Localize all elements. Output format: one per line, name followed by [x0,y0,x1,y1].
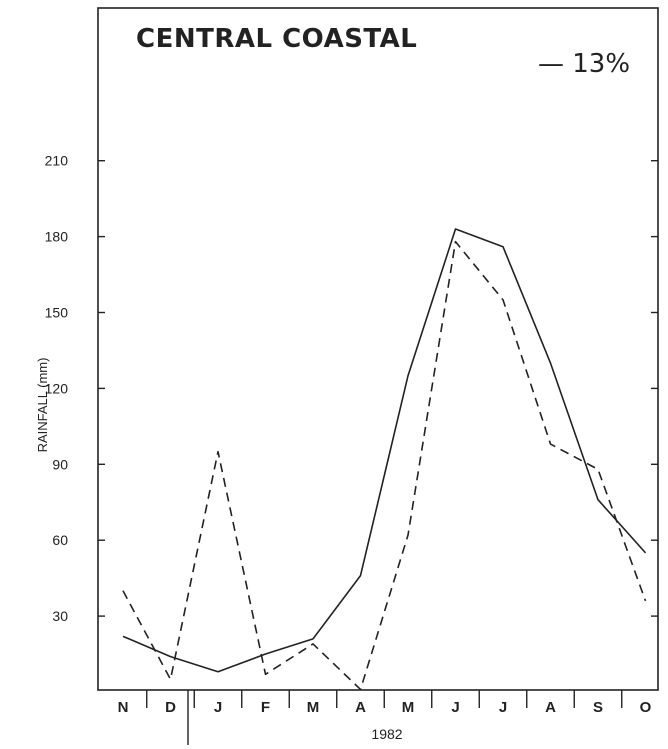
x-tick-label: M [307,699,320,716]
y-tick-label: 150 [45,305,69,321]
x-tick-label: F [261,699,270,716]
year-label: 1982 [371,726,402,742]
y-tick-label: 210 [45,153,69,169]
x-tick-label: J [214,699,222,716]
x-tick-label: M [402,699,415,716]
y-tick-label: 60 [52,532,68,548]
x-tick-label: A [355,699,366,716]
x-tick-label: O [640,699,652,716]
solid-series-line [122,228,647,673]
y-tick-label: 90 [52,456,68,472]
y-axis-label: RAINFALL (mm) [35,358,50,453]
dashed-series-line [122,240,647,691]
x-tick-label: N [118,699,129,716]
x-tick-label: J [451,699,459,716]
y-ticks: 30 60 90 120 150 180 210 [45,153,658,624]
y-tick-label: 180 [45,229,69,245]
series-lines [122,228,647,691]
x-tick-label: A [545,699,556,716]
x-tick-label: J [499,699,507,716]
x-tick-label: D [165,699,176,716]
x-tick-label: S [593,699,603,716]
chart-title: CENTRAL COASTAL [136,24,417,54]
plot-frame [97,7,659,691]
y-tick-label: 120 [45,380,69,396]
percent-annotation: — 13% [538,49,630,79]
y-tick-label: 30 [52,608,68,624]
